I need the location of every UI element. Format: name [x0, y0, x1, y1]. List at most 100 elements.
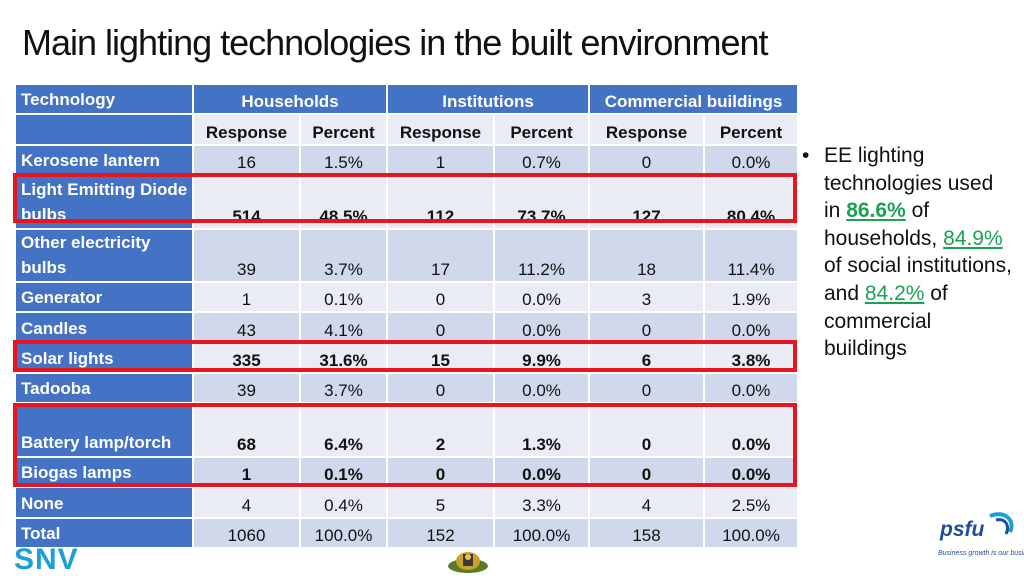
table-cell: 0.0% [703, 144, 800, 176]
table-cell: 39 [192, 372, 301, 404]
bullet-text-part: of households, [824, 199, 944, 250]
table-cell: 0.0% [493, 456, 591, 488]
psfu-wordmark: psfu [940, 518, 985, 541]
table-cell: 3.8% [703, 342, 800, 374]
summary-bullet: • EE lighting technologies used in 86.6%… [802, 142, 1014, 363]
subheader-response: Response [192, 113, 301, 146]
header-technology: Technology [14, 83, 194, 115]
table-cell: 6.4% [298, 402, 389, 458]
bullet-text-part: EE lighting technologies used in [824, 144, 994, 223]
table-cell: 73.7% [493, 174, 591, 230]
table-cell: 158 [588, 517, 706, 549]
table-cell: 0 [588, 311, 706, 344]
table-cell: 0 [386, 372, 496, 404]
table-cell: 0.0% [493, 372, 591, 404]
table-cell: 4 [192, 486, 301, 519]
table-cell: 0 [386, 281, 496, 313]
table-cell: 100.0% [298, 517, 389, 549]
table-cell: 39 [192, 228, 301, 283]
table-row: Battery lamp/torch 68 6.4% 2 1.3% 0 0.0% [14, 402, 800, 458]
row-label: Battery lamp/torch [14, 402, 194, 458]
table-cell: 0 [588, 372, 706, 404]
row-label: Kerosene lantern [14, 144, 194, 176]
table-cell: 11.2% [493, 228, 591, 283]
table-cell: 68 [192, 402, 301, 458]
table-cell: 0 [386, 311, 496, 344]
table-cell: 3.7% [298, 372, 389, 404]
table-cell: 11.4% [703, 228, 800, 283]
table-cell: 1 [386, 144, 496, 176]
table-cell: 2.5% [703, 486, 800, 519]
table-cell: 0 [588, 144, 706, 176]
table-row: Kerosene lantern 16 1.5% 1 0.7% 0 0.0% [14, 144, 800, 176]
table-row: Solar lights 335 31.6% 15 9.9% 6 3.8% [14, 342, 800, 374]
table-cell: 31.6% [298, 342, 389, 374]
table-row: None 4 0.4% 5 3.3% 4 2.5% [14, 486, 800, 519]
table-cell: 100.0% [493, 517, 591, 549]
row-label: Biogas lamps [14, 456, 194, 488]
table-cell: 0.4% [298, 486, 389, 519]
total-row: Total 1060 100.0% 152 100.0% 158 100.0% [14, 517, 800, 549]
table-cell: 4.1% [298, 311, 389, 344]
table-cell: 3.7% [298, 228, 389, 283]
row-label: Total [14, 517, 194, 549]
row-label: Other electricity bulbs [14, 228, 194, 283]
table-cell: 0.0% [493, 281, 591, 313]
table-cell: 4 [588, 486, 706, 519]
subheader-blank [14, 113, 194, 146]
institutions-percent: 84.9% [943, 226, 1003, 250]
bullet-text: EE lighting technologies used in 86.6% o… [824, 142, 1014, 363]
row-label: Candles [14, 311, 194, 344]
table-cell: 0.1% [298, 281, 389, 313]
bullet-dot: • [802, 144, 810, 167]
table-cell: 0.7% [493, 144, 591, 176]
table-row: Biogas lamps 1 0.1% 0 0.0% 0 0.0% [14, 456, 800, 488]
table-cell: 43 [192, 311, 301, 344]
header-institutions: Institutions [386, 83, 591, 115]
row-label: Generator [14, 281, 194, 313]
table-cell: 0.0% [493, 311, 591, 344]
table-cell: 48.5% [298, 174, 389, 230]
table-row: Generator 1 0.1% 0 0.0% 3 1.9% [14, 281, 800, 313]
table-cell: 335 [192, 342, 301, 374]
subheader-percent: Percent [493, 113, 591, 146]
table-row: Candles 43 4.1% 0 0.0% 0 0.0% [14, 311, 800, 344]
table-cell: 0.0% [703, 372, 800, 404]
subheader-row: Response Percent Response Percent Respon… [14, 113, 800, 146]
table-cell: 514 [192, 174, 301, 230]
table-cell: 6 [588, 342, 706, 374]
table-cell: 2 [386, 402, 496, 458]
row-label: Light Emitting Diode bulbs [14, 174, 194, 230]
table-cell: 1 [192, 456, 301, 488]
row-label: Solar lights [14, 342, 194, 374]
commercial-percent: 84.2% [864, 281, 925, 305]
table-cell: 152 [386, 517, 496, 549]
coat-of-arms-icon [448, 552, 488, 573]
table-cell: 3.3% [493, 486, 591, 519]
table-cell: 1 [192, 281, 301, 313]
slide-title: Main lighting technologies in the built … [22, 22, 768, 63]
table-cell: 80.4% [703, 174, 800, 230]
table-cell: 1.5% [298, 144, 389, 176]
table-cell: 0.1% [298, 456, 389, 488]
table-row: Tadooba 39 3.7% 0 0.0% 0 0.0% [14, 372, 800, 404]
subheader-percent: Percent [703, 113, 800, 146]
table-cell: 5 [386, 486, 496, 519]
table-cell: 0 [588, 402, 706, 458]
table-cell: 1060 [192, 517, 301, 549]
table-cell: 0.0% [703, 402, 800, 458]
table-cell: 3 [588, 281, 706, 313]
lighting-table: Technology Households Institutions Comme… [14, 83, 800, 549]
table-cell: 112 [386, 174, 496, 230]
table-cell: 9.9% [493, 342, 591, 374]
table-cell: 100.0% [703, 517, 800, 549]
subheader-response: Response [588, 113, 706, 146]
table-cell: 15 [386, 342, 496, 374]
table-cell: 0.0% [703, 311, 800, 344]
row-label: Tadooba [14, 372, 194, 404]
households-percent: 86.6% [846, 199, 906, 223]
table-cell: 16 [192, 144, 301, 176]
bullet-text-part: of commercial buildings [824, 281, 948, 361]
table-cell: 0 [386, 456, 496, 488]
table-cell: 127 [588, 174, 706, 230]
